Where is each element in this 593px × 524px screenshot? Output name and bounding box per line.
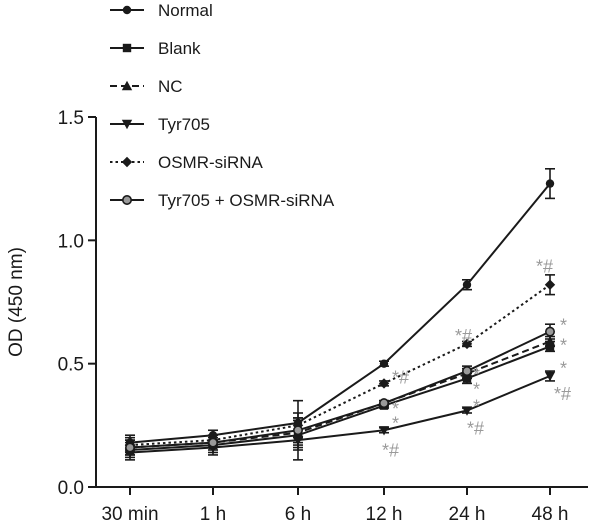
significance-mark: *	[473, 365, 480, 385]
legend-marker	[122, 195, 133, 206]
data-point	[378, 378, 390, 389]
legend-entry: Normal	[110, 1, 213, 20]
series-line	[129, 283, 551, 447]
series-tyr705-osmr-sirna	[125, 323, 555, 456]
significance-mark: *#	[554, 384, 571, 404]
legend-marker	[121, 80, 133, 91]
data-point	[544, 326, 555, 337]
legend-label: Tyr705 + OSMR-siRNA	[158, 191, 335, 210]
legend-marker	[121, 119, 133, 130]
y-tick-label: 1.0	[58, 231, 84, 252]
data-point	[461, 366, 472, 377]
y-tick-label: 0.0	[58, 478, 84, 499]
series-osmr-sirna	[124, 274, 556, 454]
significance-mark: *#	[467, 419, 484, 439]
significance-mark: *#	[455, 326, 472, 346]
data-point	[544, 336, 556, 346]
legend-label: Normal	[158, 1, 213, 20]
data-point	[125, 442, 136, 453]
series-line	[129, 375, 551, 454]
significance-mark: *	[473, 380, 480, 400]
data-point	[461, 406, 473, 416]
significance-mark: *#	[382, 440, 399, 460]
significance-mark: *	[473, 396, 480, 416]
x-tick-label: 24 h	[449, 504, 486, 524]
x-tick-label: 6 h	[285, 504, 311, 524]
data-point	[208, 437, 219, 448]
data-point	[544, 371, 556, 382]
series-line	[129, 345, 551, 451]
significance-mark: *	[392, 414, 399, 434]
series-line	[129, 182, 551, 444]
data-point	[462, 280, 472, 289]
legend-label: OSMR-siRNA	[158, 153, 263, 172]
y-tick-label: 1.5	[58, 108, 84, 129]
legend-entry: Tyr705 + OSMR-siRNA	[110, 191, 335, 210]
y-tick-label: 0.5	[58, 355, 84, 376]
legend-label: Tyr705	[158, 115, 210, 134]
data-point	[378, 398, 389, 409]
significance-mark: *	[392, 399, 399, 419]
data-point	[461, 338, 473, 350]
data-point	[544, 279, 556, 290]
legend: Normal Blank NC Tyr705 OSMR-siRNA Tyr705 + OS…	[110, 1, 335, 210]
x-tick-label: 30 min	[101, 504, 158, 524]
significance-mark: *	[560, 335, 567, 355]
legend-label: Blank	[158, 39, 201, 58]
data-point	[379, 359, 389, 368]
data-point	[545, 179, 555, 188]
legend-entry: NC	[110, 77, 183, 96]
legend-entry: OSMR-siRNA	[110, 153, 263, 172]
legend-marker	[122, 5, 132, 15]
significance-mark: *#	[392, 367, 409, 387]
legend-marker	[121, 156, 133, 168]
legend-marker	[122, 43, 132, 53]
significance-mark: *	[560, 358, 567, 378]
data-point	[292, 425, 303, 436]
x-tick-label: 48 h	[532, 504, 569, 524]
legend-entry: Blank	[110, 39, 201, 58]
series-normal	[125, 168, 555, 451]
y-axis-title: OD (450 nm)	[6, 247, 27, 357]
data-point	[378, 426, 390, 436]
x-tick-label: 12 h	[366, 504, 403, 524]
legend-label: NC	[158, 77, 183, 96]
legend-entry: Tyr705	[110, 115, 210, 134]
significance-mark: *#	[536, 257, 553, 277]
series-line	[129, 330, 551, 449]
significance-mark: *	[560, 316, 567, 336]
x-tick-label: 1 h	[200, 504, 226, 524]
